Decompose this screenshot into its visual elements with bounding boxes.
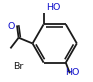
Text: O: O	[8, 22, 15, 31]
Text: HO: HO	[46, 3, 60, 12]
Text: HO: HO	[65, 68, 80, 77]
Text: Br: Br	[13, 62, 23, 71]
